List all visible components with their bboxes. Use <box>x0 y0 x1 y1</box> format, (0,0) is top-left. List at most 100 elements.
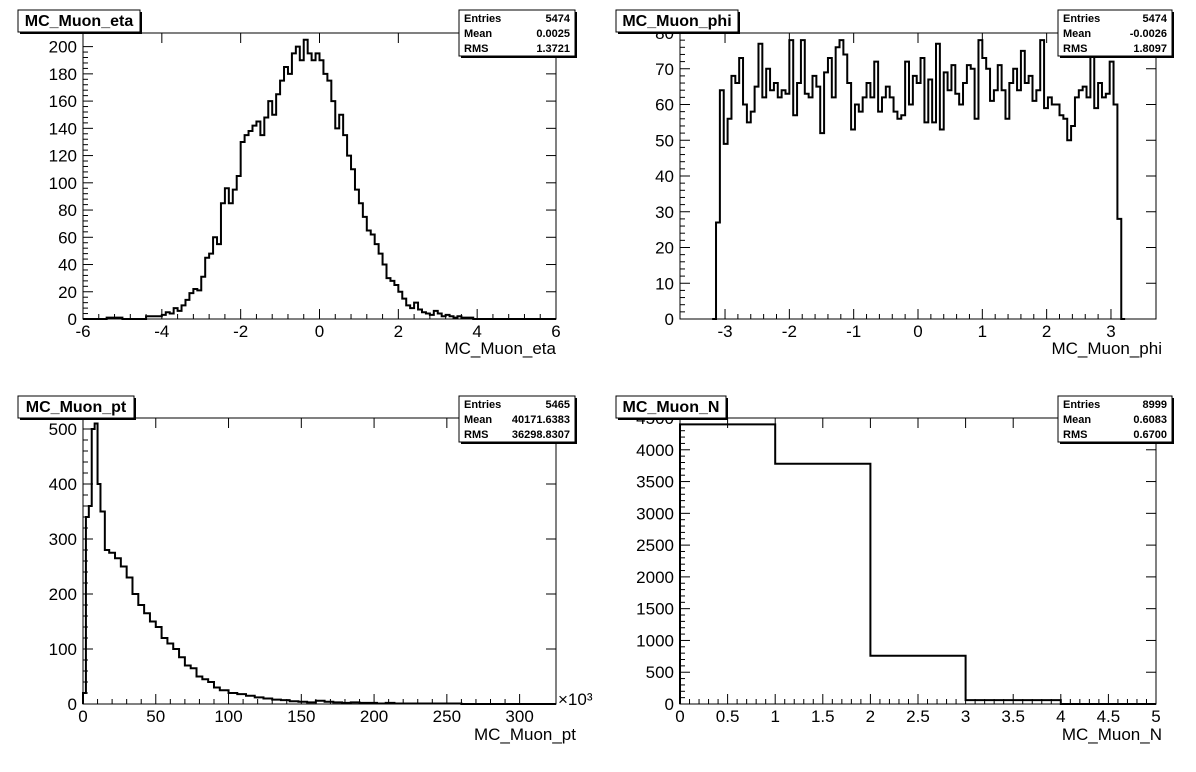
histogram-title: MC_Muon_eta <box>25 13 134 30</box>
x-tick-label: 1.5 <box>811 707 835 726</box>
stats-rms-value: 1.3721 <box>536 43 570 55</box>
stats-entries-label: Entries <box>464 13 501 25</box>
plot-frame <box>679 417 1157 705</box>
stats-rms-value: 0.6700 <box>1133 429 1167 441</box>
x-tick-label: 5 <box>1151 707 1160 726</box>
histogram-line <box>82 422 556 705</box>
stats-box-shadow <box>575 398 577 444</box>
y-tick-label: 10 <box>655 274 674 293</box>
stats-mean-value: 0.6083 <box>1133 414 1167 426</box>
y-tick-label: 100 <box>49 640 77 659</box>
x-tick-label: 3 <box>961 707 970 726</box>
title-box-shadow <box>20 418 136 420</box>
x-tick-label: -6 <box>75 322 90 341</box>
stats-box <box>458 9 576 57</box>
stats-mean-value: 40171.6383 <box>512 414 570 426</box>
y-tick-label: 500 <box>646 663 674 682</box>
histogram-line <box>679 423 1156 705</box>
x-tick-label: 0 <box>675 707 684 726</box>
histogram-title: MC_Muon_phi <box>622 13 731 30</box>
x-tick-label: -3 <box>717 322 732 341</box>
y-tick-label: 0 <box>68 310 77 329</box>
stats-mean-label: Mean <box>1063 414 1091 426</box>
y-tick-label: 0 <box>68 695 77 714</box>
y-tick-label: 160 <box>49 92 77 111</box>
title-box-shadow <box>738 12 740 34</box>
x-tick-label: 2 <box>866 707 875 726</box>
x-tick-label: 0.5 <box>716 707 740 726</box>
y-tick-label: 40 <box>58 256 77 275</box>
y-tick-label: 0 <box>665 695 674 714</box>
y-tick-label: 100 <box>49 174 77 193</box>
stats-rms-label: RMS <box>1063 429 1087 441</box>
y-tick-label: 2000 <box>636 568 674 587</box>
y-tick-label: 180 <box>49 65 77 84</box>
x-tick-label: 2.5 <box>906 707 930 726</box>
plot-frame <box>82 417 557 705</box>
title-box-shadow <box>20 32 142 34</box>
y-tick-label: 3000 <box>636 504 674 523</box>
pad-mc-muon-n: 05001000150020002500300035004000450000.5… <box>615 395 1174 744</box>
x-tick-label: 4 <box>1056 707 1065 726</box>
y-tick-label: 0 <box>665 310 674 329</box>
plot-frame <box>679 32 1157 320</box>
y-tick-label: 4000 <box>636 441 674 460</box>
stats-box <box>1057 395 1173 443</box>
y-tick-label: 80 <box>58 201 77 220</box>
x-tick-label: 4.5 <box>1097 707 1121 726</box>
stats-mean-label: Mean <box>464 28 492 40</box>
stats-rms-label: RMS <box>464 43 488 55</box>
x-tick-label: 2 <box>1042 322 1051 341</box>
stats-mean-value: 0.0025 <box>536 28 570 40</box>
y-tick-label: 200 <box>49 38 77 57</box>
stats-entries-label: Entries <box>1063 13 1100 25</box>
y-tick-label: 70 <box>655 60 674 79</box>
y-tick-label: 1000 <box>636 631 674 650</box>
x-tick-label: 0 <box>315 322 324 341</box>
stats-box <box>458 395 576 443</box>
x-tick-label: 3.5 <box>1001 707 1025 726</box>
x-tick-label: 200 <box>360 707 388 726</box>
x-tick-label: 250 <box>433 707 461 726</box>
y-tick-label: 20 <box>655 239 674 258</box>
stats-mean-label: Mean <box>1063 28 1091 40</box>
stats-rms-label: RMS <box>464 429 488 441</box>
x-tick-label: 300 <box>505 707 533 726</box>
y-tick-label: 60 <box>58 228 77 247</box>
x-tick-label: -2 <box>782 322 797 341</box>
stats-box-shadow <box>1172 12 1174 58</box>
title-box-shadow <box>726 398 728 420</box>
x-axis-title: MC_Muon_phi <box>1051 339 1162 358</box>
x-tick-label: -1 <box>846 322 861 341</box>
x-tick-label: 2 <box>394 322 403 341</box>
pad-mc-muon-phi: 01020304050607080-3-2-10123MC_Muon_phiMC… <box>615 9 1174 358</box>
x-tick-label: 0 <box>913 322 922 341</box>
stats-rms-value: 36298.8307 <box>512 429 570 441</box>
y-tick-label: 120 <box>49 147 77 166</box>
stats-mean-value: -0.0026 <box>1130 28 1167 40</box>
histogram-line <box>83 38 556 320</box>
y-tick-label: 50 <box>655 131 674 150</box>
y-tick-label: 500 <box>49 420 77 439</box>
x-axis-title: MC_Muon_eta <box>444 339 556 358</box>
x-tick-label: 4 <box>472 322 481 341</box>
x-tick-label: 0 <box>78 707 87 726</box>
x-axis-multiplier: ×10³ <box>558 690 593 709</box>
plot-frame <box>82 32 557 320</box>
y-tick-label: 140 <box>49 119 77 138</box>
title-box-shadow <box>140 12 142 34</box>
title-box-shadow <box>618 32 740 34</box>
y-tick-label: 3500 <box>636 473 674 492</box>
stats-entries-value: 8999 <box>1143 399 1167 411</box>
stats-rms-value: 1.8097 <box>1133 43 1167 55</box>
stats-box-shadow <box>575 12 577 58</box>
x-tick-label: 100 <box>214 707 242 726</box>
title-box-shadow <box>618 418 728 420</box>
x-tick-label: 50 <box>146 707 165 726</box>
y-tick-label: 200 <box>49 585 77 604</box>
x-tick-label: 1 <box>770 707 779 726</box>
stats-box-shadow <box>461 56 577 58</box>
histogram-title: MC_Muon_N <box>623 399 720 416</box>
